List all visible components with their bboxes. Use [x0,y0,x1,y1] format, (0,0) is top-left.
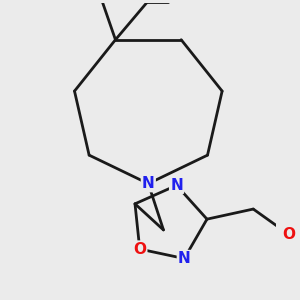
Text: N: N [142,176,155,191]
Text: N: N [178,251,190,266]
Text: N: N [170,178,183,193]
Text: O: O [133,242,146,256]
Text: O: O [282,227,295,242]
